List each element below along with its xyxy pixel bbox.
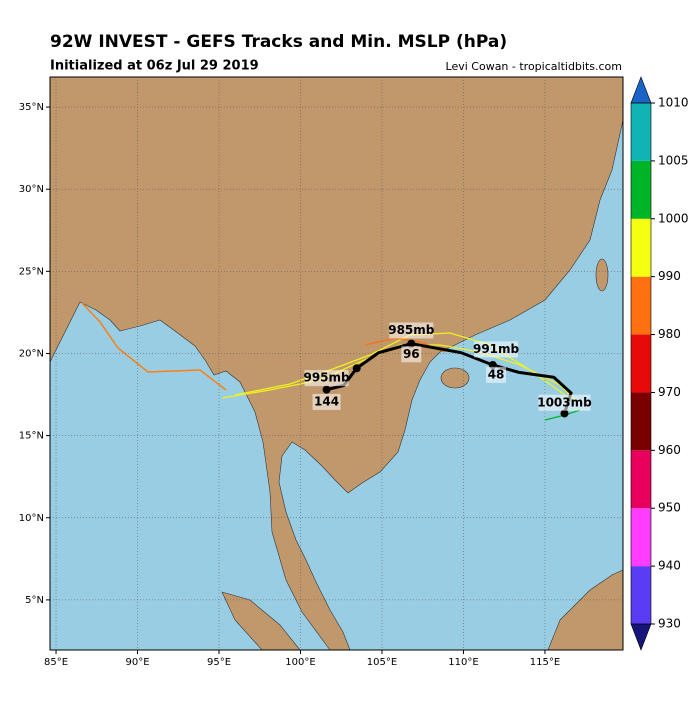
- x-tick-label: 95°E: [207, 657, 231, 668]
- track-label: 985mb: [388, 323, 435, 337]
- y-tick-label: 15°N: [19, 431, 44, 442]
- x-tick-label: 110°E: [448, 657, 478, 668]
- track-label: 1003mb: [537, 395, 592, 409]
- y-tick-label: 35°N: [19, 102, 44, 113]
- colorbar-label: 1010: [658, 96, 689, 110]
- y-tick-label: 30°N: [19, 184, 44, 195]
- track-point: [407, 339, 416, 348]
- x-tick-label: 115°E: [530, 657, 560, 668]
- track-point: [560, 409, 569, 418]
- title: 92W INVEST - GEFS Tracks and Min. MSLP (…: [50, 32, 507, 52]
- track-label: 991mb: [473, 342, 520, 356]
- colorbar-under: [630, 623, 652, 651]
- colorbar-band: [631, 508, 651, 567]
- ensemble-track: [81, 302, 227, 391]
- colorbar-label: 990: [658, 269, 681, 283]
- colorbar-band: [631, 103, 651, 161]
- track-point: [322, 385, 331, 394]
- colorbar-band: [631, 334, 651, 393]
- y-tick-label: 10°N: [19, 513, 44, 524]
- mainland: [49, 76, 624, 651]
- track-label: 48: [488, 367, 505, 381]
- colorbar-frame: [630, 102, 652, 625]
- y-tick-label: 5°N: [25, 595, 44, 606]
- colorbar-band: [631, 450, 651, 509]
- colorbar-band: [631, 160, 651, 219]
- subtitle: Initialized at 06z Jul 29 2019: [50, 59, 259, 74]
- credit: Levi Cowan - tropicaltidbits.com: [446, 60, 622, 73]
- label-box: [401, 346, 422, 363]
- colorbar-band: [631, 566, 651, 624]
- colorbar-label: 950: [658, 501, 681, 515]
- track-label: 96: [403, 347, 420, 361]
- colorbar-label: 970: [658, 385, 681, 399]
- colorbar-label: 930: [658, 617, 681, 631]
- map: [49, 76, 624, 651]
- x-tick-label: 100°E: [285, 657, 315, 668]
- colorbar-band: [631, 392, 651, 451]
- x-tick-label: 105°E: [367, 657, 397, 668]
- hainan: [440, 367, 470, 389]
- label-box: [312, 393, 341, 410]
- x-tick-label: 90°E: [125, 657, 149, 668]
- track-label: 995mb: [303, 371, 350, 385]
- y-tick-label: 25°N: [19, 266, 44, 277]
- colorbar-label: 980: [658, 327, 681, 341]
- label-box: [389, 322, 434, 339]
- label-box: [474, 341, 519, 358]
- colorbar-label: 940: [658, 559, 681, 573]
- label-box: [486, 366, 507, 383]
- y-tick-label: 20°N: [19, 348, 44, 359]
- track-point: [352, 364, 361, 373]
- map-frame: [49, 76, 624, 651]
- colorbar-label: 1005: [658, 153, 689, 167]
- track-label: 144: [314, 394, 339, 408]
- colorbar-label: 1000: [658, 211, 689, 225]
- x-tick-label: 85°E: [44, 657, 68, 668]
- taiwan: [595, 258, 609, 292]
- colorbar-band: [631, 218, 651, 277]
- colorbar-label: 960: [658, 443, 681, 457]
- colorbar-band: [631, 276, 651, 335]
- mean-track: [326, 342, 573, 414]
- colorbar-over: [630, 76, 652, 104]
- label-box: [538, 394, 591, 411]
- label-box: [304, 370, 349, 387]
